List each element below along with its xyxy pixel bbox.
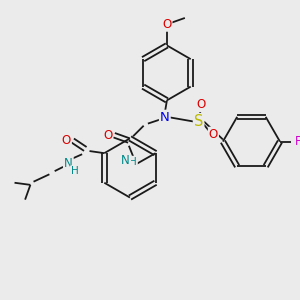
Text: H: H <box>129 157 137 166</box>
Text: N: N <box>64 157 73 170</box>
Text: N: N <box>160 111 170 124</box>
Text: O: O <box>196 98 205 111</box>
Text: N: N <box>121 154 130 167</box>
Text: O: O <box>209 128 218 141</box>
Text: F: F <box>295 135 300 148</box>
Text: H: H <box>71 166 79 176</box>
Text: O: O <box>62 134 71 147</box>
Text: O: O <box>162 18 172 31</box>
Text: S: S <box>194 114 203 129</box>
Text: O: O <box>103 129 112 142</box>
